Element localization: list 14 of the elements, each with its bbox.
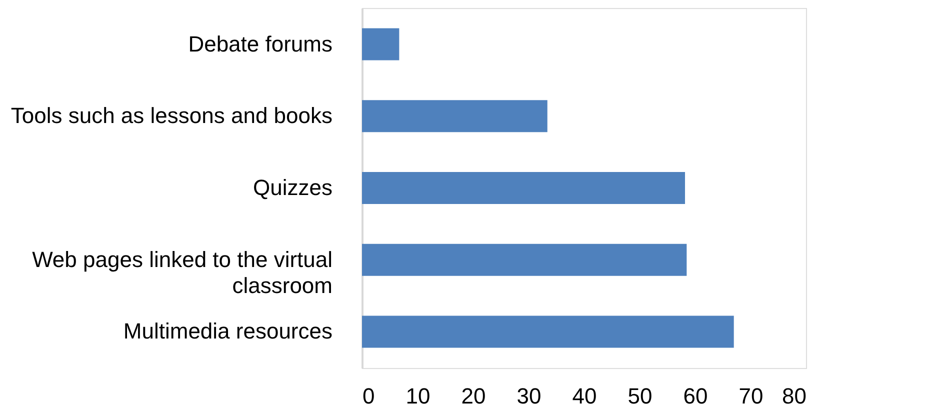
x-tick-label: 70 [738,384,764,408]
y-tick-label: Debate forums [188,31,332,56]
y-tick-label: Tools such as lessons and books [10,103,332,128]
x-tick-label: 0 [362,384,375,408]
x-tick-label: 20 [461,384,486,408]
y-tick-label: Quizzes [253,175,332,200]
x-tick-label: 80 [782,384,806,408]
y-tick-label: Multimedia resources [123,318,332,344]
x-tick-label: 10 [406,384,430,408]
x-tick-label: 40 [572,384,597,408]
x-tick-label: 60 [683,384,708,408]
y-tick-label: Web pages linked to the virtual classroom [32,246,332,298]
x-tick-label: 50 [628,384,652,408]
x-tick-label: 30 [516,384,542,408]
